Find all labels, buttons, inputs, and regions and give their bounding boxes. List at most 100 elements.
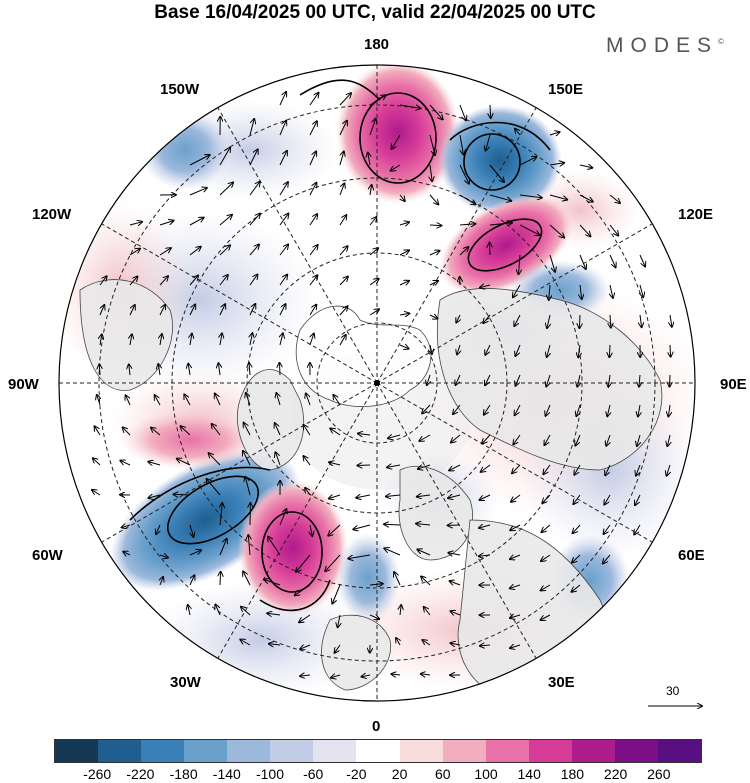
wind-arrow [459,247,468,256]
coastlines [79,279,663,701]
wind-arrow [279,121,286,136]
wind-arrow [607,404,610,416]
wind-arrow [511,494,521,502]
wind-arrow [549,284,550,300]
wind-arrow [542,494,551,503]
wind-arrow [610,284,613,298]
wind-arrow [220,333,222,346]
wind-arrow [391,674,401,675]
wind-arrow [668,404,670,416]
wind-arrow [579,254,586,269]
wind-arrow [129,305,135,316]
wind-arrow [639,254,645,267]
north-pole-marker [374,380,380,386]
wind-arrow [549,224,564,238]
wind-arrow [369,615,379,619]
wind-arrow [394,572,401,586]
wind-arrow [640,314,642,327]
wind-arrow [248,535,250,556]
wind-arrow [129,277,138,286]
wind-arrow [417,550,431,556]
wind-arrow [456,374,461,385]
wind-arrow [369,279,379,286]
colorbar-tick-label: -180 [169,766,198,782]
wind-arrow [609,344,610,357]
wind-arrow [396,638,400,646]
wind-arrow [391,164,401,171]
wind-arrow [510,585,521,588]
colorbar-swatch [270,740,314,762]
wind-arrow [670,374,671,387]
wind-arrow [279,245,288,256]
wind-arrow [309,305,316,316]
colorbar-swatch [356,740,400,762]
wind-arrow [219,245,230,256]
wind-arrow [295,584,311,595]
wind-arrow [549,194,567,200]
wind-arrow [95,426,101,436]
wind-arrow [417,495,431,497]
colorbar-tick-label: 100 [474,766,498,782]
wind-arrow [219,148,230,166]
wind-arrow [480,285,491,288]
colorbar-tick-label: 60 [435,766,451,782]
wind-arrow [510,555,521,559]
wind-arrow [448,553,461,555]
wind-arrow [489,164,504,182]
wind-arrow [459,134,463,154]
wind-arrow [353,524,371,529]
wind-arrow [279,182,288,196]
wind-arrow [490,104,491,118]
wind-arrow [189,155,210,166]
wind-arrow [126,395,131,406]
lon-label-60w: 60W [32,547,63,564]
colorbar-swatch [485,740,529,762]
wind-arrow [416,524,431,525]
wind-arrow [177,459,191,466]
wind-arrow [519,224,540,235]
wind-arrow [100,335,102,346]
wind-arrow [268,537,281,556]
wind-arrow [245,477,251,496]
colorbar-swatch [313,740,357,762]
wind-arrow [219,304,225,316]
wind-arrow [515,344,521,356]
wind-arrow [429,225,441,226]
wind-arrow [369,248,378,256]
wind-arrow [249,245,259,256]
colorbar-tick-label: 180 [560,766,585,782]
colorbar-tick-label: -260 [83,766,112,782]
wind-arrow [429,194,438,204]
negative-anomaly-europe [336,533,400,623]
wind-arrow [310,524,312,536]
wind-arrow [331,675,341,678]
wind-arrow [429,134,435,155]
wind-arrow [188,605,190,616]
wind-arrow [329,495,341,499]
wind-arrow [541,584,551,590]
wind-arrow [240,640,251,646]
wind-arrow [489,223,512,225]
wind-arrow [296,554,311,572]
colorbar-tick-label: 140 [517,766,541,782]
wind-arrow [399,222,409,225]
wind-arrow [451,434,461,443]
wind-arrow [510,615,521,618]
wind-arrow [670,344,671,357]
wind-arrow [485,374,491,385]
wind-arrow [459,164,469,184]
wind-arrow [249,182,260,196]
wind-arrow [249,149,258,166]
colorbar-swatch [399,740,443,762]
lon-label-150w: 150W [160,81,200,98]
wind-arrow [609,254,616,267]
wind-arrow [370,185,372,196]
wind-arrow [309,275,317,286]
wind-arrow [219,215,232,226]
brand-text: MODES [606,34,719,57]
wind-arrow [572,554,581,563]
reference-vector-label: 30 [666,684,680,698]
wind-arrow [424,607,431,616]
wind-arrow [421,674,431,675]
